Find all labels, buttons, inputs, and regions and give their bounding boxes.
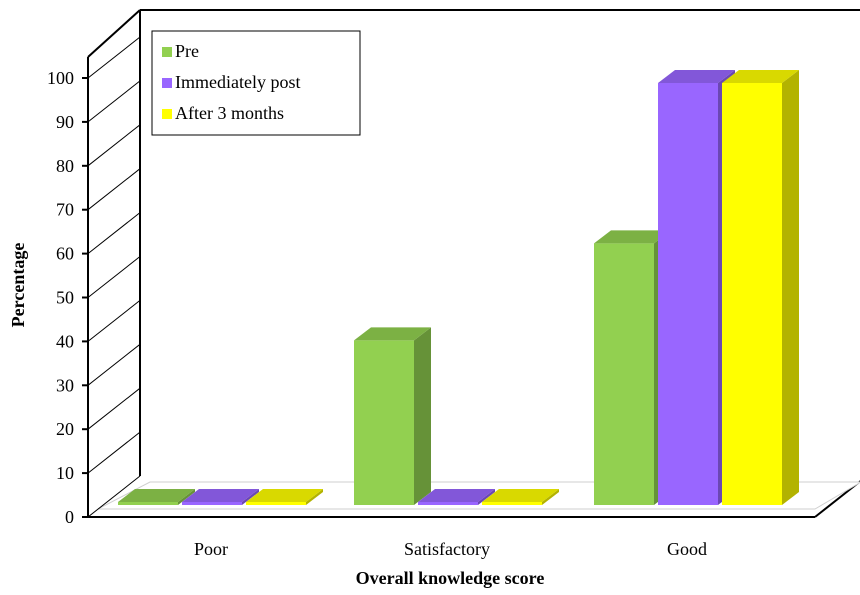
bar-front [482,502,542,505]
bar-front [594,243,654,506]
y-tick-label: 70 [56,200,74,220]
bar-side [478,489,495,505]
y-axis-ticks: 0 10 20 30 40 50 60 70 80 90 100 [47,36,141,527]
legend-label-immediately-post: Immediately post [175,72,300,92]
y-axis-title: Percentage [8,243,28,328]
legend-label-pre: Pre [175,41,199,61]
bar-front [118,502,178,505]
y-tick-label: 30 [56,375,74,395]
bar-front [354,340,414,505]
legend-swatch-immediately-post [162,78,172,88]
bar-front [246,502,306,505]
y-tick-label: 50 [56,288,74,308]
x-axis-title: Overall knowledge score [356,568,545,588]
bar-top [118,489,195,502]
y-tick-label: 80 [56,156,74,176]
x-tick-label: Satisfactory [404,539,490,559]
legend-box [151,30,361,136]
legend-label-after-3-months: After 3 months [175,103,284,123]
y-tick-label: 60 [56,244,74,264]
legend-item-pre: Pre [162,41,199,61]
y-tick-label: 20 [56,419,74,439]
bar-poor-pre [118,489,195,505]
bar-top [594,230,671,244]
bar-top [722,70,799,83]
y-tick-label: 100 [47,68,74,88]
bar-front [658,83,718,505]
bar-front [418,502,478,505]
bar-side [782,70,799,505]
bar-top [482,489,559,502]
bar-top [246,489,323,502]
bar-satisfactory-immediately-post [418,489,495,505]
y-tick-label: 0 [65,507,74,527]
depth-top-edge [87,9,141,58]
bar-side [542,489,559,505]
y-tick-depth-mark [87,475,141,518]
y-tick-depth-mark [87,300,141,342]
bar-poor-immediately-post [182,489,259,505]
y-tick-label: 10 [56,463,74,483]
y-tick-depth-mark [87,124,141,167]
y-tick-depth-mark [87,80,141,123]
bar-front [722,83,782,505]
y-tick-depth-mark [87,431,141,474]
x-tick-label: Poor [194,539,228,559]
x-tick-label: Good [667,539,707,559]
bar-good-after-3-months [722,70,799,505]
y-tick-depth-mark [87,343,141,386]
legend-item-after-3-months: After 3 months [162,103,284,123]
y-tick-depth-mark [87,168,141,211]
bar-top [354,327,431,341]
legend-item-immediately-post: Immediately post [162,72,300,92]
bar-side [306,489,323,505]
bar-top [418,489,495,502]
y-tick-label: 40 [56,331,74,351]
bar-top [182,489,259,502]
bar-poor-after-3-months [246,489,323,505]
bar-top [658,70,735,83]
y-tick-label: 90 [56,112,74,132]
bar-front [182,502,242,505]
legend-swatch-after-3-months [162,109,172,119]
bars [118,70,799,506]
legend-swatch-pre [162,47,172,57]
y-tick-depth-mark [87,387,141,430]
bar-satisfactory-pre [354,327,431,505]
y-tick-depth-mark [87,256,141,298]
y-tick-depth-mark [87,212,141,254]
bar-side [414,327,431,505]
y-tick-depth-mark [87,36,141,79]
bar-satisfactory-after-3-months [482,489,559,505]
bar-side [242,489,259,505]
x-axis-labels: Poor Satisfactory Good [194,539,707,559]
bar-side [178,489,195,505]
legend: Pre Immediately post After 3 months [151,30,361,136]
